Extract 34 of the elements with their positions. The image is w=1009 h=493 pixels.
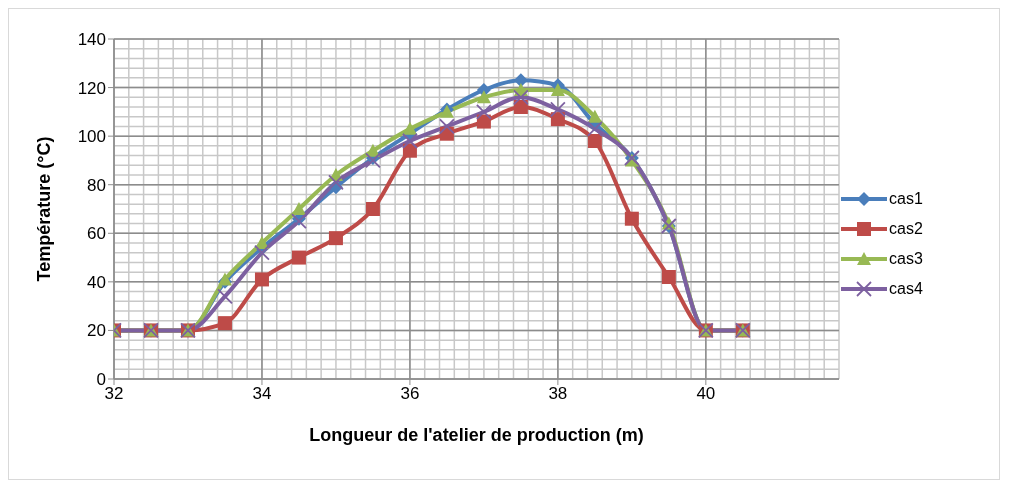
legend-label: cas1 [889, 190, 923, 208]
y-tick-label: 100 [77, 127, 106, 147]
x-tick-label: 38 [548, 384, 568, 404]
point [365, 202, 380, 216]
point [328, 231, 343, 246]
point [587, 134, 602, 148]
y-tick-label: 0 [96, 370, 106, 390]
y-tick-label: 80 [87, 175, 106, 195]
point [513, 73, 528, 88]
point [661, 270, 676, 284]
point [476, 90, 491, 104]
point [624, 211, 639, 226]
y-tick-label: 120 [77, 78, 106, 98]
y-tick-label: 40 [87, 272, 106, 292]
point [550, 112, 565, 127]
point [291, 202, 306, 215]
x-axis-title: Longueur de l'atelier de production (m) [309, 425, 644, 445]
point [291, 250, 306, 265]
point [402, 121, 417, 135]
point [550, 83, 565, 96]
legend-label: cas3 [889, 250, 923, 268]
y-tick-label: 20 [87, 321, 106, 341]
x-tick-label: 40 [696, 384, 716, 404]
legend-label: cas2 [889, 220, 923, 238]
x-tick-label: 36 [400, 384, 420, 404]
point [254, 272, 269, 287]
y-tick-label: 140 [77, 30, 106, 50]
legend-label: cas4 [889, 280, 923, 298]
point [587, 109, 602, 123]
x-tick-label: 34 [252, 384, 272, 404]
y-axis-title: Température (°C) [34, 136, 55, 282]
x-tick-label: 32 [104, 384, 124, 404]
y-tick-label: 60 [87, 224, 106, 244]
point [217, 316, 232, 331]
